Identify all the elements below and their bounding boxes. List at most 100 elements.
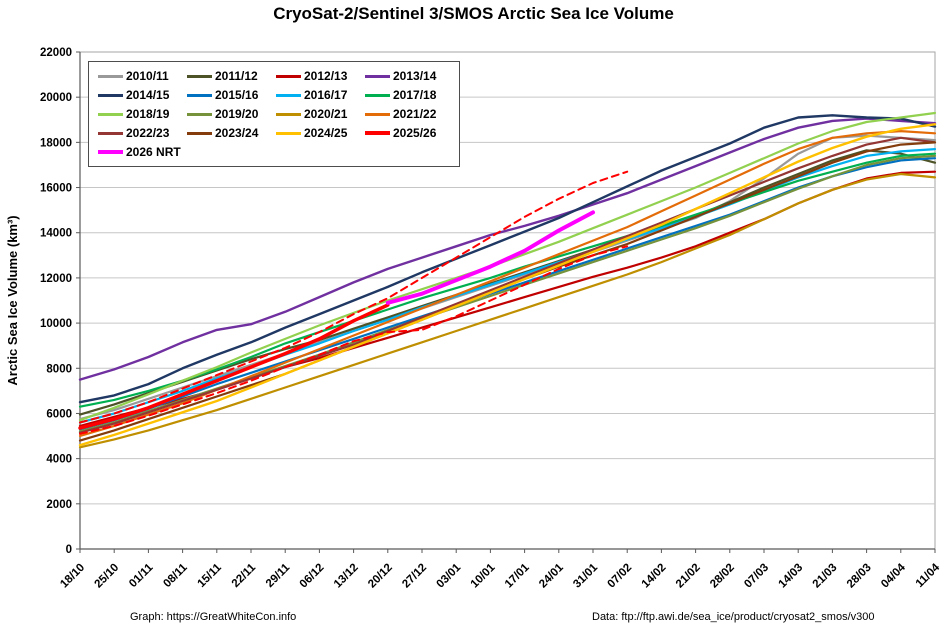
chart-title: CryoSat-2/Sentinel 3/SMOS Arctic Sea Ice… xyxy=(273,4,674,23)
legend-item-2017-18: 2017/18 xyxy=(365,88,450,102)
legend-item-2026-NRT: 2026 NRT xyxy=(98,145,183,159)
series-line-2026 NRT xyxy=(385,210,595,305)
x-tick-label: 29/11 xyxy=(264,561,293,590)
y-tick-label: 4000 xyxy=(46,454,72,466)
y-axis-title: Arctic Sea Ice Volume (km³) xyxy=(5,215,20,385)
legend-item-2021-22: 2021/22 xyxy=(365,107,450,121)
legend-swatch xyxy=(365,112,390,116)
legend-label: 2017/18 xyxy=(393,88,437,102)
legend-swatch xyxy=(276,112,301,116)
x-tick-label: 13/12 xyxy=(332,562,361,591)
x-tick-label: 20/12 xyxy=(366,562,395,591)
footer-data-source: Data: ftp://ftp.awi.de/sea_ice/product/c… xyxy=(592,611,875,623)
x-tick-label: 18/10 xyxy=(58,562,87,591)
legend-swatch xyxy=(365,74,390,78)
legend-label: 2024/25 xyxy=(304,126,348,140)
legend-swatch xyxy=(276,74,301,78)
x-tick-label: 17/01 xyxy=(503,561,532,590)
x-tick-label: 25/10 xyxy=(92,562,121,591)
legend-label: 2023/24 xyxy=(215,126,259,140)
x-tick-label: 28/03 xyxy=(845,562,874,591)
legend-item-2023-24: 2023/24 xyxy=(187,126,272,140)
legend-item-2010-11: 2010/11 xyxy=(98,69,183,83)
legend-label: 2026 NRT xyxy=(126,145,181,159)
legend-swatch xyxy=(98,150,123,154)
y-tick-label: 12000 xyxy=(40,273,72,285)
legend-item-2015-16: 2015/16 xyxy=(187,88,272,102)
legend-swatch xyxy=(187,131,212,135)
legend-item-2014-15: 2014/15 xyxy=(98,88,183,102)
x-tick-label: 22/11 xyxy=(230,561,259,590)
legend-label: 2012/13 xyxy=(304,69,348,83)
legend-item-2018-19: 2018/19 xyxy=(98,107,183,121)
y-tick-label: 10000 xyxy=(40,318,72,330)
y-tick-label: 18000 xyxy=(40,137,72,149)
legend-swatch xyxy=(187,93,212,97)
x-tick-label: 07/03 xyxy=(742,562,771,591)
footer-graph-credit: Graph: https://GreatWhiteCon.info xyxy=(130,611,297,623)
series-line-2022/23 xyxy=(78,136,937,434)
legend-item-2011-12: 2011/12 xyxy=(187,69,272,83)
legend-label: 2014/15 xyxy=(126,88,170,102)
legend-label: 2013/14 xyxy=(393,69,437,83)
legend-item-2019-20: 2019/20 xyxy=(187,107,272,121)
x-tick-label: 27/12 xyxy=(400,562,429,591)
legend-label: 2022/23 xyxy=(126,126,170,140)
y-tick-label: 6000 xyxy=(46,408,72,420)
x-tick-label: 15/11 xyxy=(196,561,225,590)
x-tick-label: 03/01 xyxy=(434,561,463,590)
x-tick-label: 14/03 xyxy=(776,562,805,591)
legend-swatch xyxy=(98,112,123,116)
legend-swatch xyxy=(276,131,301,135)
legend-item-2022-23: 2022/23 xyxy=(98,126,183,140)
series-line-2020/21 xyxy=(78,172,937,449)
legend-item-2020-21: 2020/21 xyxy=(276,107,361,121)
legend-label: 2011/12 xyxy=(215,69,258,83)
series-line-2017/18 xyxy=(78,152,937,408)
legend-swatch xyxy=(187,74,212,78)
legend-swatch xyxy=(365,131,390,135)
x-tick-label: 21/02 xyxy=(674,562,703,591)
legend-label: 2021/22 xyxy=(393,107,437,121)
series-line-2025/26 NRT lower bound xyxy=(79,245,629,435)
legend-item-2024-25: 2024/25 xyxy=(276,126,361,140)
legend-swatch xyxy=(98,131,123,135)
legend-swatch xyxy=(98,74,123,78)
x-tick-label: 06/12 xyxy=(298,562,327,591)
x-tick-label: 24/01 xyxy=(537,561,566,590)
series-line-2013/14 xyxy=(78,117,937,381)
x-tick-label: 08/11 xyxy=(161,561,190,590)
y-tick-label: 2000 xyxy=(46,499,72,511)
legend-box: 2010/11 2011/12 2012/13 2013/14 2014/15 2015/… xyxy=(88,61,460,167)
x-tick-label: 28/02 xyxy=(708,562,737,591)
x-tick-label: 21/03 xyxy=(811,562,840,591)
legend-label: 2018/19 xyxy=(126,107,170,121)
series-line-2014/15 xyxy=(78,114,937,404)
x-tick-label: 11/04 xyxy=(914,561,943,590)
y-tick-label: 16000 xyxy=(40,183,72,195)
series-line-2019/20 xyxy=(78,154,937,433)
series-line-2025/26 NRT upper bound xyxy=(79,170,629,424)
legend-item-2016-17: 2016/17 xyxy=(276,88,361,102)
y-tick-label: 14000 xyxy=(40,228,72,240)
legend-label: 2020/21 xyxy=(304,107,348,121)
legend-swatch xyxy=(365,93,390,97)
x-tick-label: 14/02 xyxy=(640,562,669,591)
y-tick-label: 22000 xyxy=(40,47,72,59)
x-tick-label: 04/04 xyxy=(879,561,908,590)
legend-swatch xyxy=(187,112,212,116)
legend-label: 2025/26 xyxy=(393,126,437,140)
series-line-2025/26 xyxy=(78,303,390,430)
legend-label: 2010/11 xyxy=(126,69,169,83)
x-tick-label: 07/02 xyxy=(605,562,634,591)
legend-label: 2015/16 xyxy=(215,88,259,102)
legend-swatch xyxy=(98,93,123,97)
y-tick-label: 0 xyxy=(66,544,72,556)
legend-swatch xyxy=(276,93,301,97)
x-tick-label: 31/01 xyxy=(571,561,600,590)
x-tick-label: 01/11 xyxy=(127,561,156,590)
legend-item-2013-14: 2013/14 xyxy=(365,69,450,83)
x-tick-label: 10/01 xyxy=(469,561,498,590)
